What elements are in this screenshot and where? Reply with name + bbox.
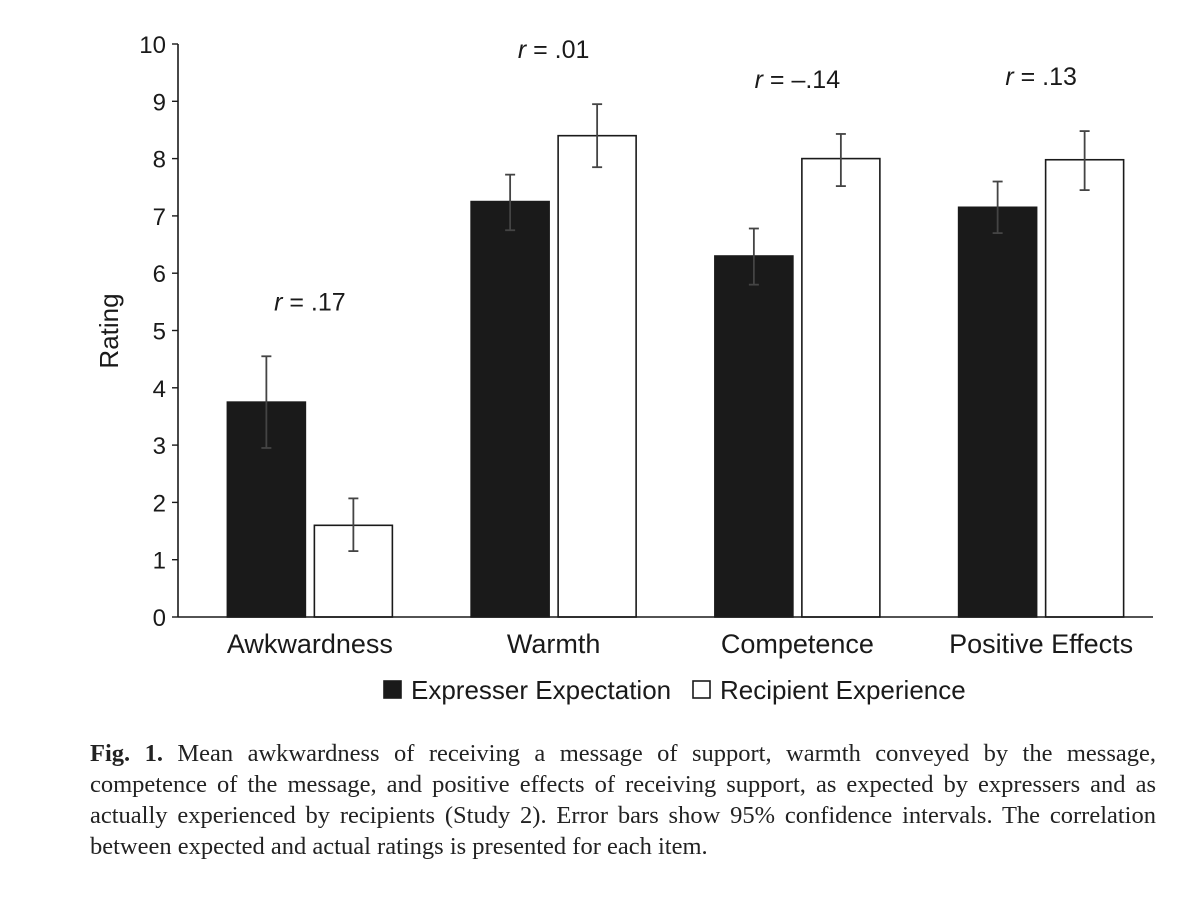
bar-expresser-warmth <box>470 200 550 618</box>
y-axis-label: Rating <box>94 293 124 368</box>
legend: Expresser Expectation Recipient Experienc… <box>383 675 966 705</box>
error-bar <box>992 180 1003 234</box>
caption-label: Fig. 1. <box>90 740 163 767</box>
bar-expresser-competence <box>714 255 794 618</box>
y-tick-label: 8 <box>153 147 166 174</box>
y-tick-label: 4 <box>153 376 166 403</box>
legend-label: Recipient Experience <box>720 675 966 705</box>
correlation-annotation: r = .01 <box>518 36 590 64</box>
correlation-annotation: r = .13 <box>1005 63 1077 91</box>
y-tick-label: 10 <box>139 32 166 59</box>
bar-recipient-warmth <box>557 134 637 618</box>
bar-expresser-positive-effects <box>957 206 1038 618</box>
correlation-annotation: r = –.14 <box>755 66 841 94</box>
legend-swatch <box>692 680 711 699</box>
y-tick-label: 0 <box>153 605 166 632</box>
legend-label: Expresser Expectation <box>411 675 671 705</box>
x-category-label: Awkwardness <box>227 629 393 659</box>
correlation-annotation: r = .17 <box>274 288 346 316</box>
y-tick-label: 3 <box>153 433 166 460</box>
caption-text: Mean awkwardness of receiving a message … <box>90 740 1156 860</box>
y-tick-label: 1 <box>153 548 166 575</box>
y-tick-label: 6 <box>153 261 166 288</box>
y-tick-label: 9 <box>153 89 166 116</box>
error-bar <box>1079 130 1090 192</box>
error-bar <box>505 173 516 232</box>
x-category-label: Positive Effects <box>949 629 1133 659</box>
bar-chart: 0 1 2 3 4 5 6 7 8 9 10 Awkwardness Warmth Competence… <box>94 32 1153 705</box>
x-category-label: Competence <box>721 629 874 659</box>
error-bar <box>835 133 846 188</box>
bar-recipient-competence <box>801 157 881 618</box>
x-category-label: Warmth <box>507 629 601 659</box>
error-bar <box>748 227 759 286</box>
error-bar <box>592 103 603 169</box>
error-bar <box>261 355 272 449</box>
legend-swatch <box>383 680 402 699</box>
y-tick-label: 2 <box>153 490 166 517</box>
error-bar <box>348 497 359 553</box>
bar-recipient-positive-effects <box>1044 158 1125 618</box>
figure-caption: Fig. 1. Mean awkwardness of receiving a … <box>90 738 1156 862</box>
y-tick-label: 7 <box>153 204 166 231</box>
y-tick-label: 5 <box>153 319 166 346</box>
